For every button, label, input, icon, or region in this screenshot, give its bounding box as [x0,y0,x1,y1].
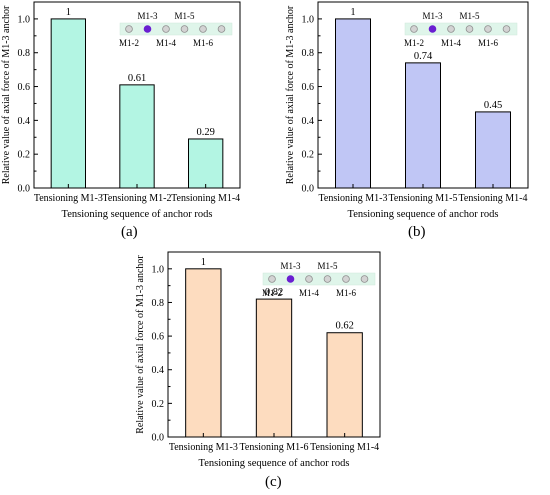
anchor-dot [465,25,474,33]
y-tick-label: 0.4 [302,116,315,127]
bar-value-label: 0.29 [196,127,214,138]
x-tick-label: Tensioning M1-5 [388,193,457,204]
bar [475,111,511,189]
bar-value-label: 0.62 [335,321,353,332]
x-tick-label: Tensioning M1-4 [171,193,240,204]
bar-value-label: 0.74 [414,51,433,62]
anchor-label: M1-6 [193,38,213,48]
y-tick-label: 1.0 [18,14,31,25]
chart-panel-b: 0.0 0.2 0.4 0.6 0.8 1.0 1 Tensioning M1-3 0.74 Te… [285,1,529,220]
anchor-dot [502,25,511,33]
y-tick-label: 0.4 [152,365,165,376]
anchor-label: M1-2 [119,38,139,48]
anchor-dot [360,275,369,283]
anchor-label: M1-2 [404,38,424,48]
y-tick-label: 0.2 [302,150,315,161]
y-axis-title: Relative value of axial force of M1-3 an… [135,255,146,434]
bar [335,18,371,189]
anchor-dot [323,275,332,283]
y-tick-label: 1.0 [302,14,315,25]
x-tick-label: Tensioning M1-3 [169,442,238,453]
x-tick-label: Tensioning M1-2 [102,193,171,204]
bar-value-label: 1 [201,257,206,268]
chart-panel-c: 0.0 0.2 0.4 0.6 0.8 1.0 1 Tensioning M1-3 0.82 Te… [135,251,381,469]
anchor-label: M1-5 [460,11,480,21]
anchor-dot [217,25,226,33]
anchor-active-dot [428,25,437,33]
y-axis-title: Relative value of axial force of M1-3 an… [285,5,296,184]
anchor-dot [484,25,492,33]
bar-value-label: 0.82 [265,287,283,298]
y-axis-title: Relative value of axial force of M1-3 an… [1,5,12,184]
y-tick-label: 0.6 [152,332,165,343]
anchor-label: M1-4 [299,288,319,298]
y-tick-label: 0.6 [302,82,315,93]
bar [326,332,363,438]
anchor-dot [410,25,418,33]
bar [255,298,293,438]
anchor-label: M1-5 [318,261,338,271]
anchor-label: M1-3 [138,11,158,21]
bar-value-label: 1 [350,7,355,18]
y-tick-label: 0.0 [302,184,315,195]
anchor-dot [268,275,276,283]
anchor-label: M1-3 [423,11,443,21]
anchor-dot [125,25,133,33]
y-tick-label: 0.4 [18,116,31,127]
anchor-dot [180,25,189,33]
anchor-dot [162,25,170,33]
panel-caption-c: (c) [265,474,282,490]
anchor-dot [199,25,207,33]
y-tick-label: 0.0 [152,433,165,444]
bar [405,62,441,189]
anchor-dot [342,275,350,283]
chart-panel-a: 0.0 0.2 0.4 0.6 0.8 1.0 1 Tensioning M1-3 0.61 Te… [1,1,241,220]
bar [50,18,86,189]
y-tick-label: 0.2 [18,150,31,161]
anchor-label: M1-5 [175,11,195,21]
anchor-dot [305,275,313,283]
anchor-active-dot [286,275,295,283]
x-axis-title: Tensioning sequence of anchor rods [62,209,213,220]
bar-value-label: 0.61 [128,73,146,84]
anchor-label: M1-6 [336,288,356,298]
anchor-label: M1-3 [281,261,301,271]
x-axis-title: Tensioning sequence of anchor rods [348,209,499,220]
bar-value-label: 0.45 [484,100,502,111]
x-tick-label: Tensioning M1-3 [34,193,103,204]
anchor-layout-strip [262,272,376,286]
y-tick-label: 1.0 [152,264,165,275]
y-tick-label: 0.0 [18,184,31,195]
anchor-dot [447,25,455,33]
anchor-label: M1-4 [156,38,176,48]
anchor-label: M1-4 [441,38,461,48]
y-tick-label: 0.8 [152,298,165,309]
anchor-label: M1-2 [262,288,282,298]
x-tick-label: Tensioning M1-6 [239,442,308,453]
anchor-active-dot [143,25,152,33]
bar [185,268,222,438]
x-tick-label: Tensioning M1-4 [458,193,527,204]
x-tick-label: Tensioning M1-3 [318,193,387,204]
y-tick-label: 0.8 [18,48,31,59]
bar-value-label: 1 [66,7,71,18]
panel-caption-b: (b) [408,224,426,240]
x-axis-title: Tensioning sequence of anchor rods [199,458,350,469]
x-tick-label: Tensioning M1-4 [310,442,379,453]
y-tick-label: 0.8 [302,48,315,59]
y-tick-label: 0.2 [152,399,165,410]
panel-caption-a: (a) [121,224,138,240]
anchor-label: M1-6 [478,38,498,48]
y-tick-label: 0.6 [18,82,31,93]
